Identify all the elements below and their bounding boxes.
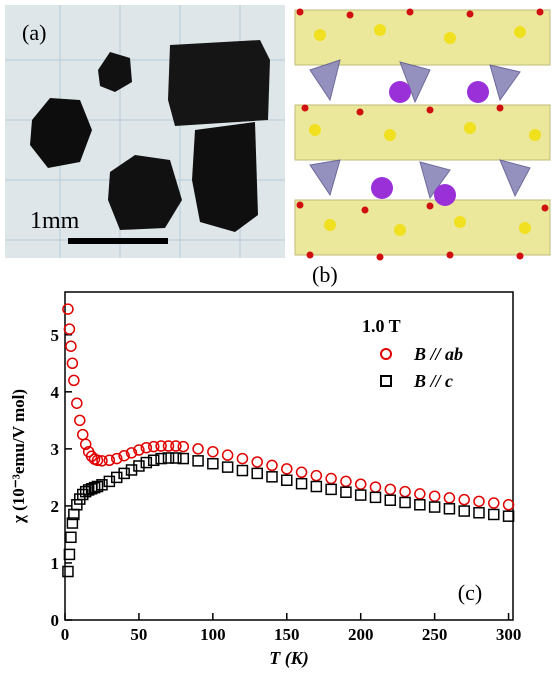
data-point xyxy=(504,511,514,521)
data-point xyxy=(72,398,82,408)
data-point xyxy=(311,482,321,492)
data-point xyxy=(223,462,233,472)
data-point xyxy=(356,479,366,489)
data-point xyxy=(267,472,277,482)
data-point xyxy=(444,504,454,514)
data-point xyxy=(78,430,88,440)
figure: (a) 1mm (b) 0 50 100 150 200 250 300 0 1 2 3 4 5 T (K… xyxy=(0,0,559,668)
y-tick-label: 5 xyxy=(51,326,60,345)
data-point xyxy=(208,459,218,469)
data-point xyxy=(237,466,247,476)
data-point xyxy=(341,487,351,497)
legend-label: B // ab xyxy=(413,344,463,364)
x-tick-label: 200 xyxy=(348,625,374,644)
data-point xyxy=(193,456,203,466)
data-point xyxy=(341,476,351,486)
x-axis-label: T (K) xyxy=(269,648,309,668)
plot-frame xyxy=(65,292,513,620)
data-point xyxy=(430,491,440,501)
data-point xyxy=(252,457,262,467)
data-point xyxy=(66,532,76,542)
crystal xyxy=(192,122,258,232)
data-point xyxy=(208,447,218,457)
scale-label: 1mm xyxy=(30,208,80,234)
x-tick-label: 150 xyxy=(274,625,300,644)
data-point xyxy=(127,465,137,475)
data-point xyxy=(282,475,292,485)
data-point xyxy=(370,482,380,492)
data-point xyxy=(489,498,499,508)
data-point xyxy=(66,341,76,351)
data-point xyxy=(474,496,484,506)
data-point xyxy=(75,415,85,425)
crystal xyxy=(168,40,270,126)
legend-marker xyxy=(381,376,391,386)
x-tick-label: 0 xyxy=(61,625,70,644)
x-tick-label: 100 xyxy=(200,625,226,644)
x-tick-label: 300 xyxy=(496,625,522,644)
data-point xyxy=(67,358,77,368)
data-point xyxy=(69,375,79,385)
data-point xyxy=(267,460,277,470)
x-tick-label: 250 xyxy=(422,625,448,644)
data-point xyxy=(444,493,454,503)
panel-label: (a) xyxy=(22,20,46,45)
y-axis-label: χ (10⁻³emu/V mol) xyxy=(9,389,28,524)
y-tick-label: 2 xyxy=(51,497,60,516)
data-point xyxy=(474,508,484,518)
data-point xyxy=(489,509,499,519)
data-point xyxy=(64,549,74,559)
data-point xyxy=(385,484,395,494)
y-tick-label: 0 xyxy=(51,611,60,630)
scale-bar xyxy=(68,238,168,244)
data-point xyxy=(459,506,469,516)
data-point xyxy=(178,442,188,452)
y-tick-label: 1 xyxy=(51,554,60,573)
data-point xyxy=(112,472,122,482)
data-point xyxy=(223,450,233,460)
data-point xyxy=(326,484,336,494)
data-point xyxy=(356,490,366,500)
panel-label: (c) xyxy=(458,580,482,605)
panel-label: (b) xyxy=(312,262,338,287)
data-point xyxy=(119,468,129,478)
data-point xyxy=(141,458,151,468)
data-point xyxy=(193,444,203,454)
data-point xyxy=(163,453,173,463)
legend-label: B // c xyxy=(413,371,453,391)
legend-marker xyxy=(381,349,391,359)
data-point xyxy=(326,474,336,484)
data-point xyxy=(504,500,514,510)
data-point xyxy=(104,476,114,486)
x-tick-label: 50 xyxy=(130,625,147,644)
data-point xyxy=(459,495,469,505)
data-point xyxy=(415,489,425,499)
legend-title: 1.0 T xyxy=(362,316,401,336)
data-point xyxy=(134,461,144,471)
data-point xyxy=(237,454,247,464)
data-point xyxy=(400,487,410,497)
y-tick-label: 4 xyxy=(51,383,60,402)
data-point xyxy=(171,453,181,463)
y-tick-label: 3 xyxy=(51,440,60,459)
data-point xyxy=(297,479,307,489)
data-point xyxy=(400,497,410,507)
data-point xyxy=(370,492,380,502)
data-point xyxy=(297,467,307,477)
data-point xyxy=(282,464,292,474)
chart: 0 50 100 150 200 250 300 0 1 2 3 4 5 T (K) χ (10⁻³emu/… xyxy=(9,292,521,668)
data-point xyxy=(64,324,74,334)
data-point xyxy=(385,495,395,505)
data-point xyxy=(430,502,440,512)
photo-panel: (a) 1mm xyxy=(5,5,285,258)
data-point xyxy=(252,468,262,478)
structure-panel: (b) xyxy=(292,5,554,287)
data-point xyxy=(178,454,188,464)
data-point xyxy=(415,500,425,510)
data-point xyxy=(311,471,321,481)
octahedra xyxy=(295,10,550,255)
